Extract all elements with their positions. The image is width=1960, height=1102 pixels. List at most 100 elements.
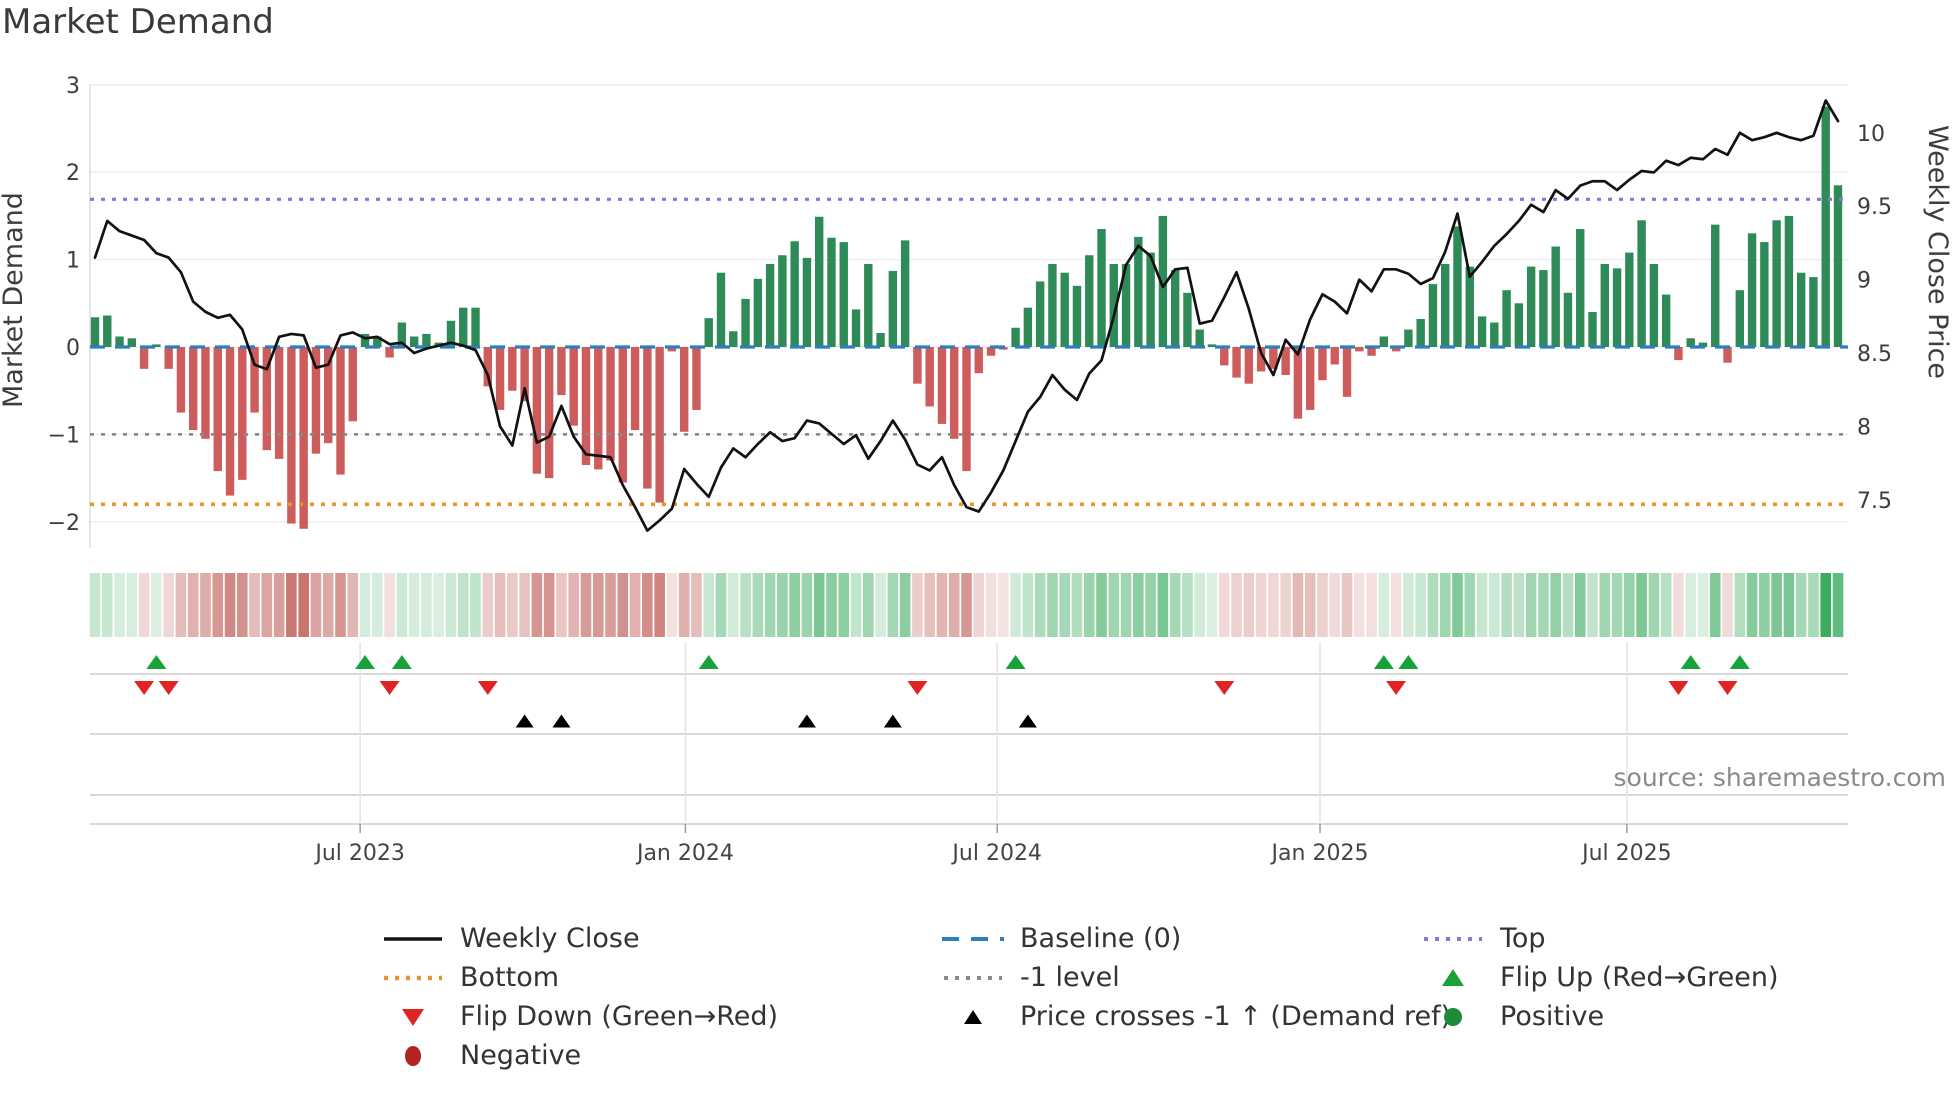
heatmap-cell [1636, 573, 1647, 637]
heatmap-cell [138, 573, 150, 637]
heatmap-cell [372, 573, 383, 637]
demand-bar [1269, 347, 1278, 369]
heatmap-cell [1783, 573, 1795, 637]
demand-bar [299, 347, 308, 529]
demand-bar [1821, 106, 1830, 348]
heatmap-cell [1611, 573, 1623, 637]
demand-bar [557, 347, 566, 396]
demand-bar [704, 318, 713, 347]
right-tick-label: 10 [1857, 122, 1885, 147]
heatmap-cell [175, 573, 187, 637]
demand-bar [127, 338, 137, 347]
demand-bar [1526, 266, 1536, 347]
heatmap-cell [777, 573, 788, 637]
demand-bar [1391, 347, 1401, 352]
demand-bar [1367, 347, 1376, 356]
demand-bar [139, 347, 149, 369]
demand-bar [1048, 263, 1057, 347]
heatmap-cell [838, 573, 850, 637]
demand-bar [1072, 285, 1082, 347]
demand-bar [1428, 284, 1438, 347]
demand-bar [1723, 347, 1732, 363]
heatmap-cell [789, 573, 800, 637]
heatmap-cell [261, 573, 273, 637]
left-tick-label: 2 [66, 161, 80, 186]
heatmap-cell [347, 573, 359, 637]
heatmap-cell [1808, 573, 1819, 637]
demand-bar [1232, 347, 1241, 378]
heatmap-cell [1464, 573, 1476, 637]
heatmap-cell [1390, 573, 1402, 637]
demand-bar [495, 347, 505, 410]
weekly-close-line-icon [380, 928, 446, 950]
demand-bar [1698, 342, 1708, 347]
heatmap-cell [1538, 573, 1549, 637]
heatmap-cell [703, 573, 715, 637]
heatmap-cell [1341, 573, 1353, 637]
demand-bar [225, 347, 235, 496]
demand-bar [1342, 347, 1352, 397]
heatmap-cell [592, 573, 604, 637]
demand-bar [409, 336, 419, 347]
heatmap-cell [531, 573, 543, 637]
heatmap-cell [764, 573, 776, 637]
heatmap-cell [101, 573, 113, 637]
heatmap-cell [163, 573, 174, 637]
demand-bar [986, 347, 996, 356]
right-tick-label: 9.5 [1857, 195, 1892, 220]
demand-bar [1244, 347, 1254, 384]
heatmap-cell [1439, 573, 1451, 637]
heatmap-cell [273, 573, 285, 637]
demand-bar [974, 347, 983, 374]
heatmap-cell [421, 573, 432, 637]
heatmap-cell [1660, 573, 1672, 637]
demand-bar [1649, 263, 1659, 347]
demand-bar [1330, 347, 1339, 365]
demand-bar [213, 347, 222, 472]
heatmap-cell [691, 573, 702, 637]
x-tick-label: Jul 2023 [313, 841, 405, 866]
demand-bar [1563, 292, 1573, 347]
demand-bar [115, 336, 124, 347]
heatmap-cell [568, 573, 580, 637]
heatmap-cell [1120, 573, 1132, 637]
heatmap-cell [322, 573, 334, 637]
heatmap-cell [236, 573, 248, 637]
price-cross-marker [797, 714, 816, 728]
left-tick-label: 0 [66, 336, 80, 361]
heatmap-cell [887, 573, 899, 637]
heatmap-cell [1108, 573, 1120, 637]
heatmap-cell [1206, 573, 1218, 637]
demand-bar [778, 255, 787, 347]
heatmap-cell [249, 573, 260, 637]
demand-bar [1134, 236, 1143, 347]
heatmap-cell [1022, 573, 1034, 637]
heatmap-cell [384, 573, 395, 637]
legend-item-top: Top [1420, 919, 1779, 958]
heatmap-cell [1427, 573, 1439, 637]
heatmap-cell [1304, 573, 1316, 637]
weekly-close-price-line [93, 99, 1840, 532]
heatmap-cell [494, 573, 506, 637]
heatmap-cell [973, 573, 985, 637]
flip-down-marker [134, 681, 155, 695]
demand-bar [1686, 338, 1695, 347]
heatmap-cell [1574, 573, 1586, 637]
heatmap-cell [961, 573, 972, 637]
demand-bar [643, 347, 652, 489]
demand-bar [753, 278, 763, 347]
heatmap-cell [1624, 573, 1635, 637]
demand-bar [1576, 229, 1585, 347]
demand-bar [1612, 268, 1622, 347]
demand-bar [520, 347, 529, 402]
demand-bar [385, 347, 394, 358]
demand-bar [1477, 316, 1487, 347]
baseline-dash-icon [940, 928, 1006, 950]
heatmap-cell [924, 573, 935, 637]
flip-down-marker [1214, 681, 1235, 695]
heatmap-cell [1795, 573, 1807, 637]
heatmap-cell [1010, 573, 1021, 637]
demand-bar [888, 270, 898, 347]
demand-bar [815, 216, 824, 347]
demand-bar [655, 347, 664, 503]
